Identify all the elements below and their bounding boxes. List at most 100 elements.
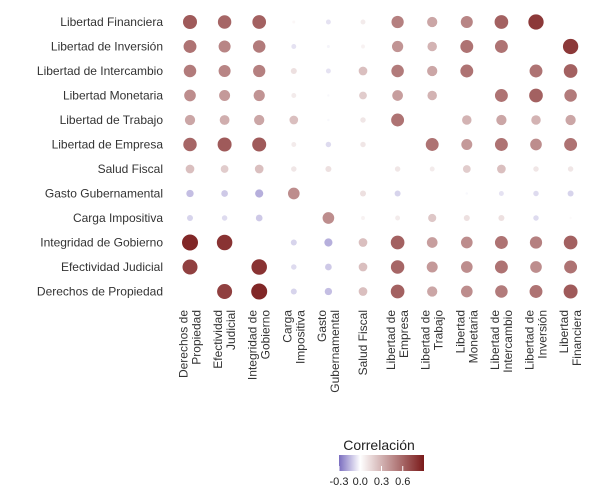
x-tick-label: Libertad deTrabajo bbox=[419, 310, 446, 370]
correlation-dot bbox=[184, 89, 196, 102]
correlation-dot bbox=[494, 40, 508, 53]
correlation-dot bbox=[465, 192, 469, 195]
correlation-dot bbox=[217, 15, 232, 29]
y-tick-label: Libertad de Inversión bbox=[51, 40, 163, 54]
correlation-dot bbox=[462, 165, 471, 173]
x-axis-labels: Derechos dePropiedad EfectividadJudicial I… bbox=[177, 310, 585, 393]
correlation-dot bbox=[463, 214, 470, 222]
correlation-dot bbox=[567, 190, 574, 197]
correlation-dot bbox=[429, 166, 435, 172]
correlation-dot bbox=[291, 44, 297, 49]
correlation-dot bbox=[494, 89, 508, 102]
correlation-dot bbox=[254, 114, 265, 126]
correlation-dot bbox=[291, 264, 297, 270]
correlation-dot bbox=[563, 235, 578, 250]
correlation-dot bbox=[325, 263, 332, 271]
y-tick-label: Libertad Monetaria bbox=[63, 89, 163, 103]
correlation-dot bbox=[253, 89, 265, 102]
correlation-dot bbox=[292, 20, 296, 24]
correlation-dot bbox=[427, 16, 438, 28]
y-tick-label: Integridad de Gobierno bbox=[40, 236, 163, 250]
legend-tick-label: 0.6 bbox=[395, 476, 410, 488]
correlation-dot bbox=[495, 285, 508, 298]
correlation-dot bbox=[358, 262, 368, 272]
correlation-dot bbox=[291, 142, 297, 147]
correlation-dot bbox=[569, 216, 572, 220]
correlation-dot bbox=[530, 261, 542, 273]
correlation-dot bbox=[533, 190, 539, 197]
correlation-dot bbox=[494, 236, 508, 249]
correlation-dot bbox=[290, 67, 297, 75]
correlation-dot bbox=[529, 285, 543, 298]
correlation-dot bbox=[567, 166, 574, 172]
correlation-dot bbox=[394, 166, 401, 172]
y-tick-label: Carga Impositiva bbox=[73, 211, 163, 225]
y-tick-label: Salud Fiscal bbox=[98, 162, 163, 176]
correlation-dot bbox=[185, 164, 195, 174]
correlation-dot bbox=[252, 15, 267, 29]
correlation-dot bbox=[494, 260, 508, 274]
correlation-dot bbox=[460, 15, 473, 29]
correlation-dot bbox=[183, 64, 197, 78]
correlation-dot bbox=[563, 284, 578, 299]
correlation-dot bbox=[186, 214, 194, 222]
correlation-dot bbox=[462, 115, 472, 125]
correlation-dot bbox=[217, 283, 233, 300]
correlation-dot bbox=[427, 286, 438, 297]
y-tick-label: Gasto Gubernamental bbox=[45, 187, 163, 201]
correlation-dot bbox=[533, 215, 539, 221]
correlation-dot bbox=[219, 115, 230, 125]
correlation-dot bbox=[251, 259, 267, 275]
legend-ticks: -0.3 0.0 0.3 0.6 bbox=[330, 466, 410, 488]
correlation-dot bbox=[255, 189, 264, 198]
correlation-dot bbox=[361, 44, 365, 49]
correlation-dot bbox=[460, 64, 474, 78]
correlation-dot bbox=[322, 212, 335, 224]
correlation-dot bbox=[287, 187, 300, 200]
correlation-dot bbox=[182, 259, 198, 275]
correlation-dot bbox=[529, 236, 543, 249]
y-tick-label: Efectividad Judicial bbox=[61, 260, 163, 274]
correlation-dot bbox=[494, 15, 509, 29]
correlation-dot bbox=[427, 41, 437, 52]
y-tick-label: Libertad de Empresa bbox=[52, 138, 164, 152]
correlation-dot bbox=[391, 15, 404, 29]
correlation-dot bbox=[425, 138, 439, 151]
correlation-dot bbox=[562, 38, 579, 55]
correlation-dot bbox=[460, 261, 473, 273]
correlation-dot bbox=[394, 190, 401, 197]
correlation-dot bbox=[327, 94, 330, 97]
x-tick-label: LibertadFinanciera bbox=[557, 310, 584, 366]
correlation-dot bbox=[289, 115, 299, 125]
correlation-dot bbox=[221, 190, 228, 197]
correlation-dot bbox=[183, 137, 197, 152]
legend-title: Correlación bbox=[343, 437, 415, 453]
correlation-dot bbox=[528, 14, 544, 30]
correlation-dot bbox=[325, 141, 332, 148]
correlation-dot bbox=[358, 238, 368, 247]
correlation-dot bbox=[391, 40, 404, 53]
correlation-dot bbox=[325, 19, 331, 25]
correlation-dot bbox=[494, 138, 508, 151]
correlation-dot bbox=[427, 90, 437, 101]
correlation-dot bbox=[358, 287, 368, 296]
correlation-dot bbox=[533, 166, 539, 172]
correlation-dot bbox=[531, 115, 541, 125]
legend-tick-label: 0.3 bbox=[374, 476, 389, 488]
correlation-dot bbox=[254, 164, 264, 174]
correlation-dot bbox=[428, 213, 437, 223]
x-tick-label: Integridad deGobierno bbox=[246, 310, 273, 380]
x-tick-label: Derechos dePropiedad bbox=[177, 310, 204, 378]
correlation-dot bbox=[290, 239, 297, 246]
correlation-dot bbox=[359, 190, 367, 197]
correlation-dot bbox=[427, 65, 438, 77]
correlation-dot bbox=[251, 283, 268, 300]
correlation-dot bbox=[391, 64, 404, 78]
correlation-dots bbox=[182, 14, 579, 300]
correlation-dot bbox=[565, 114, 576, 126]
correlation-dot bbox=[360, 19, 366, 25]
correlation-dot bbox=[460, 236, 473, 249]
correlation-dot bbox=[461, 139, 473, 150]
y-tick-label: Libertad Financiera bbox=[60, 15, 163, 29]
correlation-dot bbox=[361, 216, 365, 220]
